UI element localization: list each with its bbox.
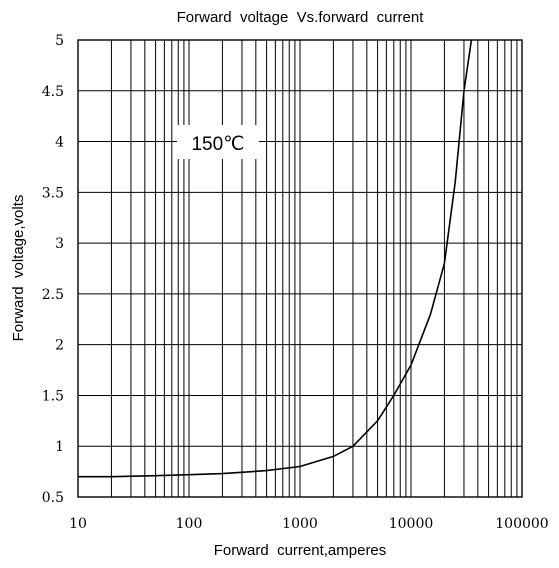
- x-tick-label: 10000: [389, 516, 434, 532]
- x-axis-title: Forward current,amperes: [214, 542, 387, 559]
- grid-lines: [78, 40, 522, 497]
- y-tick-label: 2: [55, 338, 64, 354]
- y-tick-label: 0.5: [42, 490, 64, 506]
- curve-layer: [78, 39, 473, 478]
- y-tick-label: 1.5: [42, 388, 64, 404]
- y-axis-title: Forward voltage,volts: [10, 195, 27, 342]
- annotation-layer: 150℃: [177, 125, 259, 159]
- y-tick-label: 4: [55, 135, 64, 151]
- chart-title: Forward voltage Vs.forward current: [177, 9, 425, 26]
- y-tick-label: 3.5: [42, 185, 64, 201]
- x-tick-label: 100: [176, 516, 203, 532]
- y-tick-label: 5: [55, 33, 64, 49]
- x-tick-label: 10: [69, 516, 87, 532]
- forward-voltage-curve: [78, 39, 473, 478]
- plot-frame: [77, 39, 523, 498]
- y-tick-label: 4.5: [42, 84, 64, 100]
- y-tick-label: 1: [55, 439, 64, 455]
- y-tick-label: 2.5: [42, 287, 64, 303]
- y-tick-labels: 0.5 1 1.5 2 2.5 3 3.5 4 4.5 5: [42, 33, 64, 506]
- y-tick-label: 3: [55, 236, 64, 252]
- x-tick-label: 100000: [495, 516, 548, 532]
- annotation-background: [177, 125, 259, 159]
- x-tick-labels: 10 100 1000 10000 100000: [69, 516, 549, 532]
- x-tick-label: 1000: [282, 516, 318, 532]
- temperature-annotation: 150℃: [191, 134, 244, 155]
